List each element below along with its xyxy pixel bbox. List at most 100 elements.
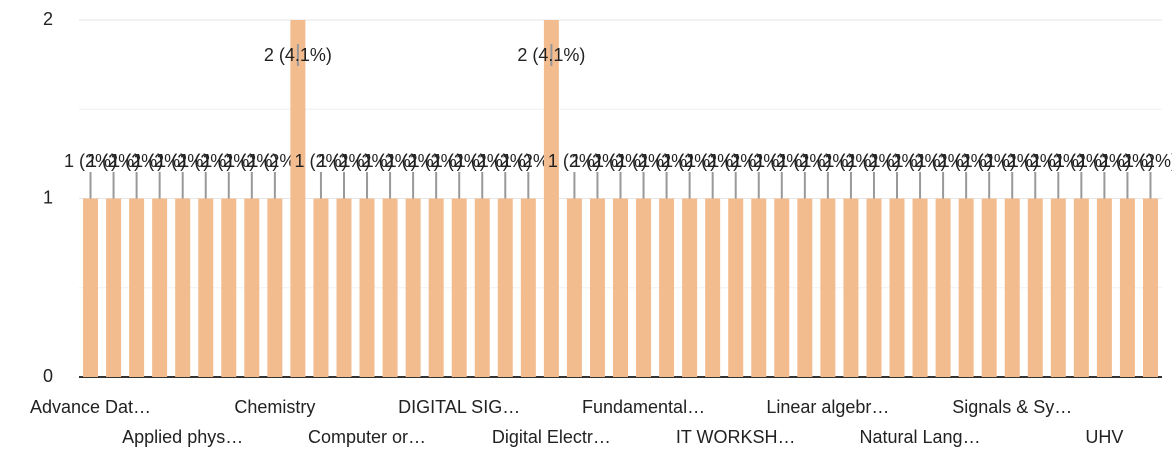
data-label: 1 (2%) [1101,151,1154,171]
data-label: 1 (2%) [317,151,370,171]
bar [659,198,675,377]
bar [912,198,928,377]
data-label: 1 (2%) [963,151,1016,171]
bar [1096,198,1112,377]
bar [705,198,721,377]
bar [359,198,375,377]
data-label: 1 (2%) [847,151,900,171]
bar [313,198,329,377]
data-label: 1 (2%) [133,151,186,171]
bar [866,198,882,377]
bar [152,198,168,377]
x-tick-label: Natural Lang… [860,427,981,447]
bar [728,198,744,377]
bar [474,198,490,377]
data-label: 1 (2%) [502,151,555,171]
x-tick-label: Fundamental… [582,397,705,417]
data-label: 1 (2%) [341,151,394,171]
data-label: 1 (2%) [640,151,693,171]
bar [129,198,145,377]
data-label: 1 (2%) [1009,151,1062,171]
bar [1142,198,1158,377]
data-label: 1 (2%) [824,151,877,171]
bar [958,198,974,377]
data-label: 1 (2%) [364,151,417,171]
x-tick-label: Digital Electr… [492,427,611,447]
data-label: 1 (2%) [410,151,463,171]
bar [774,198,790,377]
data-label: 1 (2%) [248,151,301,171]
bar [198,198,214,377]
bar [566,198,582,377]
data-label: 2 (4.1%) [517,45,585,65]
x-tick-label: UHV [1085,427,1123,447]
data-label: 1 (2%) [387,151,440,171]
bar [1004,198,1020,377]
bar [267,198,283,377]
bar [106,198,122,377]
data-label: 1 (2%) [456,151,509,171]
bar [843,198,859,377]
bar [543,20,559,377]
bar [797,198,813,377]
bar [1050,198,1066,377]
bar [497,198,513,377]
data-label: 2 (4.1%) [264,45,332,65]
data-label: 1 (2%) [778,151,831,171]
data-label: 1 (2%) [571,151,624,171]
data-label: 1 (2%) [156,151,209,171]
x-tick-label: Computer or… [308,427,426,447]
data-label: 1 (2%) [917,151,970,171]
data-label: 1 (2%) [433,151,486,171]
bar [1119,198,1135,377]
bar [613,198,628,377]
data-label: 1 (2%) [940,151,993,171]
x-tick-label: Applied phys… [122,427,243,447]
data-label: 1 (2%) [709,151,762,171]
data-label: 1 (2%) [479,151,532,171]
data-label: 1 (2%) [64,151,117,171]
bar [428,198,444,377]
bar [221,198,237,377]
bar [405,198,421,377]
bar [290,20,306,377]
bar [451,198,467,377]
data-label: 1 (2%) [801,151,854,171]
x-tick-label: DIGITAL SIG… [398,397,520,417]
data-label: 1 (2%) [110,151,163,171]
data-label: 1 (2%) [755,151,808,171]
bar [336,198,352,377]
bar [751,198,767,377]
x-tick-label: Chemistry [234,397,315,417]
data-label: 1 (2%) [1078,151,1131,171]
data-label: 1 (2%) [1032,151,1085,171]
data-label: 1 (2%) [617,151,670,171]
data-label: 1 (2%) [294,151,347,171]
bar [382,198,398,377]
bar [83,198,99,377]
data-label: 1 (2%) [732,151,785,171]
data-label: 1 (2%) [894,151,947,171]
y-tick-label: 2 [43,9,53,29]
x-tick-label: Linear algebr… [766,397,889,417]
data-label: 1 (2%) [202,151,255,171]
data-label: 1 (2%) [179,151,232,171]
bar [820,198,836,377]
bar [935,198,951,377]
bar [1027,198,1043,377]
data-label: 1 (2%) [1124,151,1172,171]
data-label: 1 (2%) [548,151,601,171]
bar [175,198,191,377]
bar [636,198,652,377]
bar [589,198,605,377]
bar [682,198,698,377]
data-label: 1 (2%) [225,151,278,171]
data-label: 1 (2%) [1055,151,1108,171]
x-tick-label: Signals & Sy… [952,397,1072,417]
bar [889,198,905,377]
data-label: 1 (2%) [87,151,140,171]
bar [244,198,260,377]
data-label: 1 (2%) [986,151,1039,171]
y-tick-label: 1 [43,187,53,207]
